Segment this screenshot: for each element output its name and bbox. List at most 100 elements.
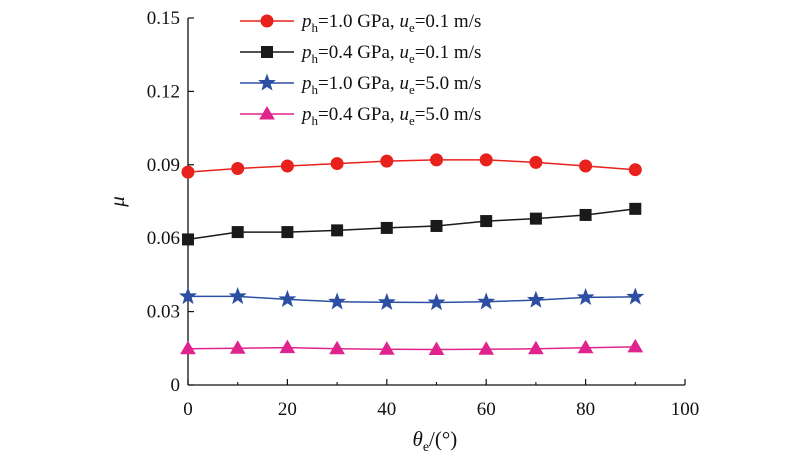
legend-label-part: =1.0 GPa, <box>318 73 399 94</box>
y-tick-label: 0.09 <box>147 155 180 176</box>
legend-label-part: p <box>300 11 312 32</box>
y-tick-label: 0 <box>171 375 181 396</box>
data-point <box>526 290 545 308</box>
data-point <box>576 287 595 306</box>
y-tick-label: 0.15 <box>147 8 180 29</box>
legend-label-part: h <box>312 20 319 35</box>
data-point <box>478 341 495 355</box>
data-point <box>182 233 194 246</box>
legend-label: ph=1.0 GPa, ue=0.1 m/s <box>300 11 481 35</box>
series-circle <box>181 153 642 179</box>
x-axis-title-symbol: θ <box>413 427 423 451</box>
x-tick-label: 100 <box>671 399 700 420</box>
y-tick-label: 0.06 <box>147 228 180 249</box>
data-point <box>180 340 196 355</box>
x-axis-title-unit: /(°) <box>429 427 457 451</box>
y-tick-label: 0.12 <box>147 81 180 102</box>
data-point <box>377 292 396 310</box>
data-point <box>328 292 347 310</box>
legend-label: ph=0.4 GPa, ue=0.1 m/s <box>300 42 481 66</box>
legend-label-part: u <box>399 42 409 63</box>
data-point <box>430 219 443 232</box>
data-point <box>480 215 493 228</box>
legend-label-part: =0.4 GPa, <box>318 42 399 63</box>
data-point <box>378 341 395 355</box>
data-point <box>577 339 594 354</box>
legend-label-part: e <box>409 113 415 128</box>
x-tick-label: 0 <box>183 399 193 420</box>
legend-label: ph=1.0 GPa, ue=5.0 m/s <box>300 73 481 97</box>
data-point <box>428 341 445 356</box>
legend-marker <box>261 46 273 58</box>
series-group <box>178 153 645 356</box>
legend-label-part: =0.1 m/s <box>415 42 482 63</box>
legend-label: ph=0.4 GPa, ue=5.0 m/s <box>300 104 481 128</box>
legend-item: ph=0.4 GPa, ue=5.0 m/s <box>240 104 481 128</box>
legend-label-part: p <box>300 73 312 94</box>
y-axis-title: μ <box>105 196 129 208</box>
legend-marker <box>259 106 275 120</box>
data-point <box>627 338 644 353</box>
legend-label-part: e <box>409 20 415 35</box>
data-point <box>529 212 542 225</box>
legend-label-part: e <box>409 82 415 97</box>
legend-label-part: =0.1 m/s <box>415 11 482 32</box>
series-square <box>182 202 642 246</box>
x-tick-label: 40 <box>377 399 396 420</box>
series-line <box>188 295 636 304</box>
data-point <box>181 165 195 179</box>
data-point <box>579 208 592 221</box>
series-line <box>187 208 636 241</box>
series-line <box>187 159 636 173</box>
legend-label-part: h <box>312 82 319 97</box>
x-tick-label: 80 <box>576 399 595 420</box>
x-axis-title-subscript: e <box>423 440 429 455</box>
legend-label-part: =5.0 m/s <box>415 73 482 94</box>
x-tick-label: 20 <box>278 399 297 420</box>
legend-label-part: e <box>409 51 415 66</box>
legend-label-part: p <box>300 104 312 125</box>
data-point <box>229 340 246 354</box>
legend-marker <box>257 73 277 91</box>
series-triangle <box>180 338 644 356</box>
data-point <box>479 153 493 167</box>
data-point <box>529 155 543 169</box>
data-point <box>231 226 244 239</box>
data-point <box>579 159 593 173</box>
legend-label-part: =0.4 GPa, <box>318 104 399 125</box>
data-point <box>278 289 297 308</box>
data-point <box>281 226 294 239</box>
legend-label-part: u <box>399 73 409 94</box>
x-tick-label: 60 <box>477 399 496 420</box>
legend-item: ph=1.0 GPa, ue=0.1 m/s <box>240 11 481 35</box>
data-point <box>330 157 344 171</box>
data-point <box>629 202 642 215</box>
data-point <box>331 224 344 237</box>
data-point <box>280 159 294 173</box>
data-point <box>626 287 645 305</box>
y-tick-label: 0.03 <box>147 302 180 323</box>
legend-label-part: u <box>399 11 409 32</box>
legend-item: ph=0.4 GPa, ue=0.1 m/s <box>240 42 481 66</box>
series-line <box>187 346 636 351</box>
data-point <box>228 286 247 305</box>
data-point <box>628 163 642 177</box>
legend-label-part: =5.0 m/s <box>415 104 482 125</box>
data-point <box>329 340 345 355</box>
data-point <box>231 161 245 175</box>
series-star <box>178 286 645 311</box>
data-point <box>477 292 496 310</box>
x-axis-title: θe/(°) <box>413 427 458 455</box>
data-point <box>178 286 198 305</box>
legend-marker <box>260 14 274 28</box>
data-point <box>427 293 446 311</box>
data-point <box>528 340 544 355</box>
legend-item: ph=1.0 GPa, ue=5.0 m/s <box>240 73 481 97</box>
data-point <box>380 154 394 168</box>
legend-label-part: h <box>312 113 319 128</box>
legend-label-part: u <box>399 104 409 125</box>
data-point <box>279 339 296 354</box>
data-point <box>380 221 393 234</box>
